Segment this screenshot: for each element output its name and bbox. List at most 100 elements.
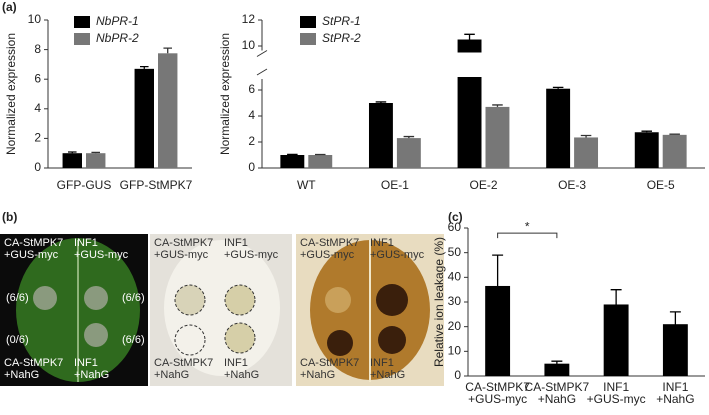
photo-label: INF1 +GUS-myc: [370, 237, 425, 261]
photo-label-line: +GUS-myc: [154, 249, 209, 261]
photo-label-line: INF1: [224, 237, 248, 249]
error-bar: [287, 153, 298, 155]
photo-label-line: +GUS-myc: [74, 249, 129, 261]
y-axis-label: Normalized expression: [218, 33, 232, 155]
y-tick-label: 2: [34, 131, 41, 145]
error-bar: [68, 151, 77, 154]
photo-label-line: +NahG: [4, 369, 39, 381]
error-bar: [669, 133, 680, 135]
photo-label-line: +NahG: [370, 369, 405, 381]
bar: [574, 137, 599, 168]
bar: [544, 363, 570, 376]
y-tick-label: 30: [448, 294, 462, 308]
panel-label: (b): [2, 210, 17, 224]
photo-label-line: CA-StMPK7: [300, 237, 359, 249]
bar: [634, 132, 659, 168]
panel-label: (a): [2, 0, 17, 14]
y-tick-label: 4: [248, 108, 255, 122]
bar: [134, 68, 154, 168]
bar: [308, 155, 333, 168]
bar: [485, 106, 510, 168]
ratio-label: (0/6): [6, 334, 29, 346]
error-bar: [464, 33, 475, 40]
error-bar: [375, 101, 387, 103]
error-bar: [492, 254, 504, 318]
y-tick-label: 10: [28, 12, 42, 26]
bar: [62, 153, 82, 168]
y-tick-label: 6: [248, 82, 255, 96]
legend-label: NbPR-1: [96, 14, 139, 28]
y-axis-label: Normalized expression: [4, 33, 18, 155]
error-bar: [669, 311, 681, 338]
x-tick-label-line: +NahG: [538, 392, 576, 406]
y-tick-label: 8: [34, 42, 41, 56]
photo-label-line: +GUS-myc: [4, 249, 59, 261]
legend-swatch: [74, 33, 90, 45]
bar: [457, 77, 482, 168]
legend-swatch: [300, 33, 316, 45]
error-bar: [140, 65, 149, 69]
photo-label-line: CA-StMPK7: [4, 357, 63, 369]
x-tick-label: OE-2: [469, 178, 497, 192]
error-bar: [91, 151, 100, 154]
axis-break: [256, 50, 268, 76]
bar: [396, 138, 421, 168]
x-tick-label: INF1 +GUS-myc: [587, 380, 646, 406]
photo-label-line: +NahG: [300, 369, 335, 381]
bar: [280, 155, 305, 168]
photo-label: INF1 +GUS-myc: [74, 237, 129, 261]
legend-label: NbPR-2: [96, 31, 139, 45]
ratio-label: (6/6): [122, 334, 145, 346]
error-bar: [163, 47, 172, 54]
bar: [662, 134, 687, 168]
y-axis-label: Relative ion leakage (%): [432, 237, 446, 367]
y-tick-label: 0: [454, 368, 461, 382]
significance-bracket: [497, 232, 558, 239]
error-bar: [580, 134, 592, 138]
bar: [368, 103, 393, 168]
photo-label: CA-StMPK7 +NahG: [4, 357, 63, 381]
significance-label: *: [525, 219, 530, 233]
x-tick-label-line: CA-StMPK7: [465, 380, 530, 394]
photo-label-line: +NahG: [224, 369, 259, 381]
bar: [546, 88, 571, 168]
bar: [158, 53, 178, 168]
y-tick-label: 10: [242, 38, 256, 52]
error-bar: [551, 360, 563, 367]
photo-label-line: INF1: [74, 357, 98, 369]
y-tick-label: 0: [248, 160, 255, 174]
photo-label-line: +NahG: [154, 369, 189, 381]
y-tick-label: 0: [34, 160, 41, 174]
error-bar: [403, 135, 415, 139]
y-tick-label: 10: [448, 344, 462, 358]
photo-label: INF1 +GUS-myc: [224, 237, 279, 261]
y-tick-label: 50: [448, 245, 462, 259]
photo-label: INF1 +NahG: [370, 357, 405, 381]
error-bar: [610, 289, 622, 320]
y-tick-label: 6: [34, 71, 41, 85]
y-tick-label: 2: [248, 134, 255, 148]
error-bar: [492, 104, 503, 107]
x-tick-label: CA-StMPK7 +NahG: [525, 380, 590, 406]
x-tick-label: OE-1: [381, 178, 409, 192]
photo-label-line: +GUS-myc: [224, 249, 279, 261]
bar: [86, 153, 106, 168]
photo-label-line: +GUS-myc: [300, 249, 355, 261]
photo-label: CA-StMPK7 +GUS-myc: [300, 237, 359, 261]
x-tick-label-line: INF1: [603, 380, 629, 394]
legend-label: StPR-1: [322, 14, 361, 28]
ratio-label: (6/6): [122, 292, 145, 304]
x-tick-label-line: CA-StMPK7: [525, 380, 590, 394]
y-tick-label: 20: [448, 319, 462, 333]
photo-label-line: INF1: [370, 237, 394, 249]
legend-swatch: [74, 16, 90, 28]
x-tick-label-line: +NahG: [656, 392, 694, 406]
x-tick-label: OE-3: [558, 178, 586, 192]
photo-label-line: +GUS-myc: [370, 249, 425, 261]
photo-label-line: +NahG: [74, 369, 109, 381]
y-tick-label: 4: [34, 101, 41, 115]
